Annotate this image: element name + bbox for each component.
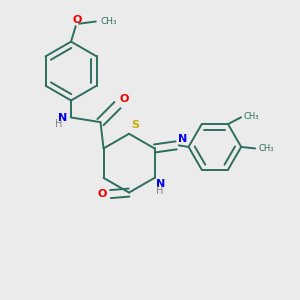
Text: CH₃: CH₃ — [244, 112, 259, 121]
Text: H: H — [156, 186, 164, 196]
Text: H: H — [55, 119, 62, 129]
Text: S: S — [131, 120, 140, 130]
Text: CH₃: CH₃ — [100, 17, 117, 26]
Text: O: O — [73, 15, 82, 25]
Text: N: N — [178, 134, 187, 144]
Text: O: O — [120, 94, 129, 104]
Text: O: O — [98, 189, 107, 199]
Text: N: N — [58, 113, 67, 123]
Text: CH₃: CH₃ — [258, 144, 274, 153]
Text: N: N — [156, 179, 165, 189]
